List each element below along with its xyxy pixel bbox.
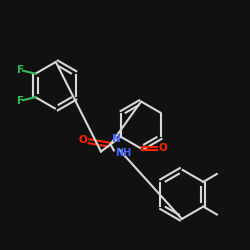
- Text: NH: NH: [115, 148, 131, 158]
- Text: O: O: [158, 143, 167, 153]
- Text: F: F: [16, 65, 24, 75]
- Text: O: O: [78, 135, 87, 145]
- Text: F: F: [16, 96, 24, 106]
- Text: N: N: [112, 134, 121, 144]
